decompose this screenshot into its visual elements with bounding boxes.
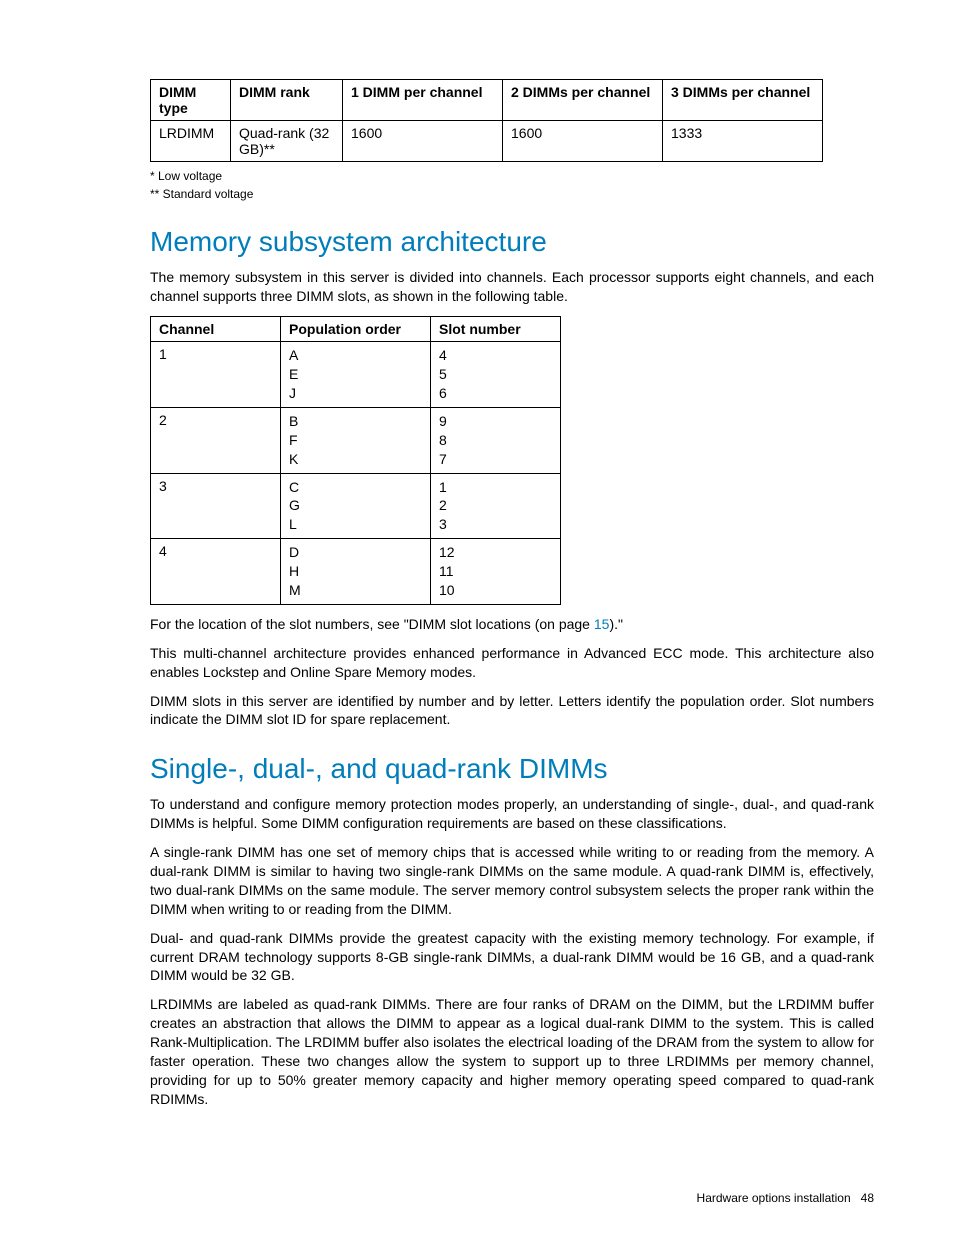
table2-order-cell: BFK <box>281 407 431 473</box>
table2-order-line: K <box>289 450 422 469</box>
channel-table: ChannelPopulation orderSlot number1AEJ45… <box>150 316 561 605</box>
content-area: DIMM typeDIMM rank1 DIMM per channel2 DI… <box>80 79 874 1109</box>
table2-order-line: G <box>289 496 422 515</box>
table2-header-cell: Slot number <box>431 317 561 342</box>
table1-header-cell: 2 DIMMs per channel <box>503 80 663 121</box>
page-container: DIMM typeDIMM rank1 DIMM per channel2 DI… <box>0 0 954 1235</box>
table1-header-cell: 1 DIMM per channel <box>343 80 503 121</box>
table1-header-cell: DIMM type <box>151 80 231 121</box>
table1-data-cell: Quad-rank (32 GB)** <box>231 121 343 162</box>
table2-order-line: E <box>289 365 422 384</box>
table2-slot-cell: 987 <box>431 407 561 473</box>
table1-data-cell: 1600 <box>343 121 503 162</box>
table2-channel-cell: 2 <box>151 407 281 473</box>
footnote-1: * Low voltage <box>150 168 874 184</box>
text-pre-link: For the location of the slot numbers, se… <box>150 616 594 632</box>
table2-slot-line: 11 <box>439 562 552 581</box>
table2-slot-line: 1 <box>439 478 552 497</box>
table2-slot-cell: 121110 <box>431 539 561 605</box>
footer-label: Hardware options installation <box>697 1191 851 1205</box>
table1-data-cell: LRDIMM <box>151 121 231 162</box>
section2-p4: LRDIMMs are labeled as quad-rank DIMMs. … <box>150 995 874 1108</box>
table2-slot-line: 4 <box>439 346 552 365</box>
table1-footnotes: * Low voltage ** Standard voltage <box>150 168 874 202</box>
table2-slot-line: 7 <box>439 450 552 469</box>
table2-slot-line: 3 <box>439 515 552 534</box>
table2-channel-cell: 1 <box>151 342 281 408</box>
table1-header-cell: DIMM rank <box>231 80 343 121</box>
table1-data-cell: 1600 <box>503 121 663 162</box>
table2-order-cell: AEJ <box>281 342 431 408</box>
section1-p3: DIMM slots in this server are identified… <box>150 692 874 730</box>
table2-slot-line: 5 <box>439 365 552 384</box>
table2-header-cell: Channel <box>151 317 281 342</box>
table2-slot-line: 10 <box>439 581 552 600</box>
table2-order-line: A <box>289 346 422 365</box>
section2-p2: A single-rank DIMM has one set of memory… <box>150 843 874 919</box>
heading-dimm-ranks: Single-, dual-, and quad-rank DIMMs <box>150 753 874 785</box>
table2-slot-line: 12 <box>439 543 552 562</box>
table2-channel-cell: 4 <box>151 539 281 605</box>
table2-order-line: D <box>289 543 422 562</box>
table2-order-line: H <box>289 562 422 581</box>
section2-p3: Dual- and quad-rank DIMMs provide the gr… <box>150 929 874 986</box>
dimm-speed-table: DIMM typeDIMM rank1 DIMM per channel2 DI… <box>150 79 823 162</box>
table2-order-line: F <box>289 431 422 450</box>
table2-order-line: B <box>289 412 422 431</box>
page-footer: Hardware options installation 48 <box>697 1191 874 1205</box>
table2-order-cell: DHM <box>281 539 431 605</box>
section1-p2: This multi-channel architecture provides… <box>150 644 874 682</box>
table2-header-cell: Population order <box>281 317 431 342</box>
table2-order-cell: CGL <box>281 473 431 539</box>
table2-order-line: J <box>289 384 422 403</box>
text-post-link: )." <box>609 616 623 632</box>
table1-header-cell: 3 DIMMs per channel <box>663 80 823 121</box>
section1-intro: The memory subsystem in this server is d… <box>150 268 874 306</box>
footnote-2: ** Standard voltage <box>150 186 874 202</box>
table2-slot-line: 8 <box>439 431 552 450</box>
table2-slot-line: 2 <box>439 496 552 515</box>
page-link-15[interactable]: 15 <box>594 616 610 632</box>
table2-order-line: M <box>289 581 422 600</box>
table2-slot-line: 9 <box>439 412 552 431</box>
table2-channel-cell: 3 <box>151 473 281 539</box>
section1-slot-location: For the location of the slot numbers, se… <box>150 615 874 634</box>
table2-slot-cell: 123 <box>431 473 561 539</box>
table1-data-cell: 1333 <box>663 121 823 162</box>
section2-p1: To understand and configure memory prote… <box>150 795 874 833</box>
table2-slot-cell: 456 <box>431 342 561 408</box>
table2-slot-line: 6 <box>439 384 552 403</box>
footer-page-number: 48 <box>861 1191 874 1205</box>
table2-order-line: L <box>289 515 422 534</box>
table2-order-line: C <box>289 478 422 497</box>
heading-memory-subsystem: Memory subsystem architecture <box>150 226 874 258</box>
